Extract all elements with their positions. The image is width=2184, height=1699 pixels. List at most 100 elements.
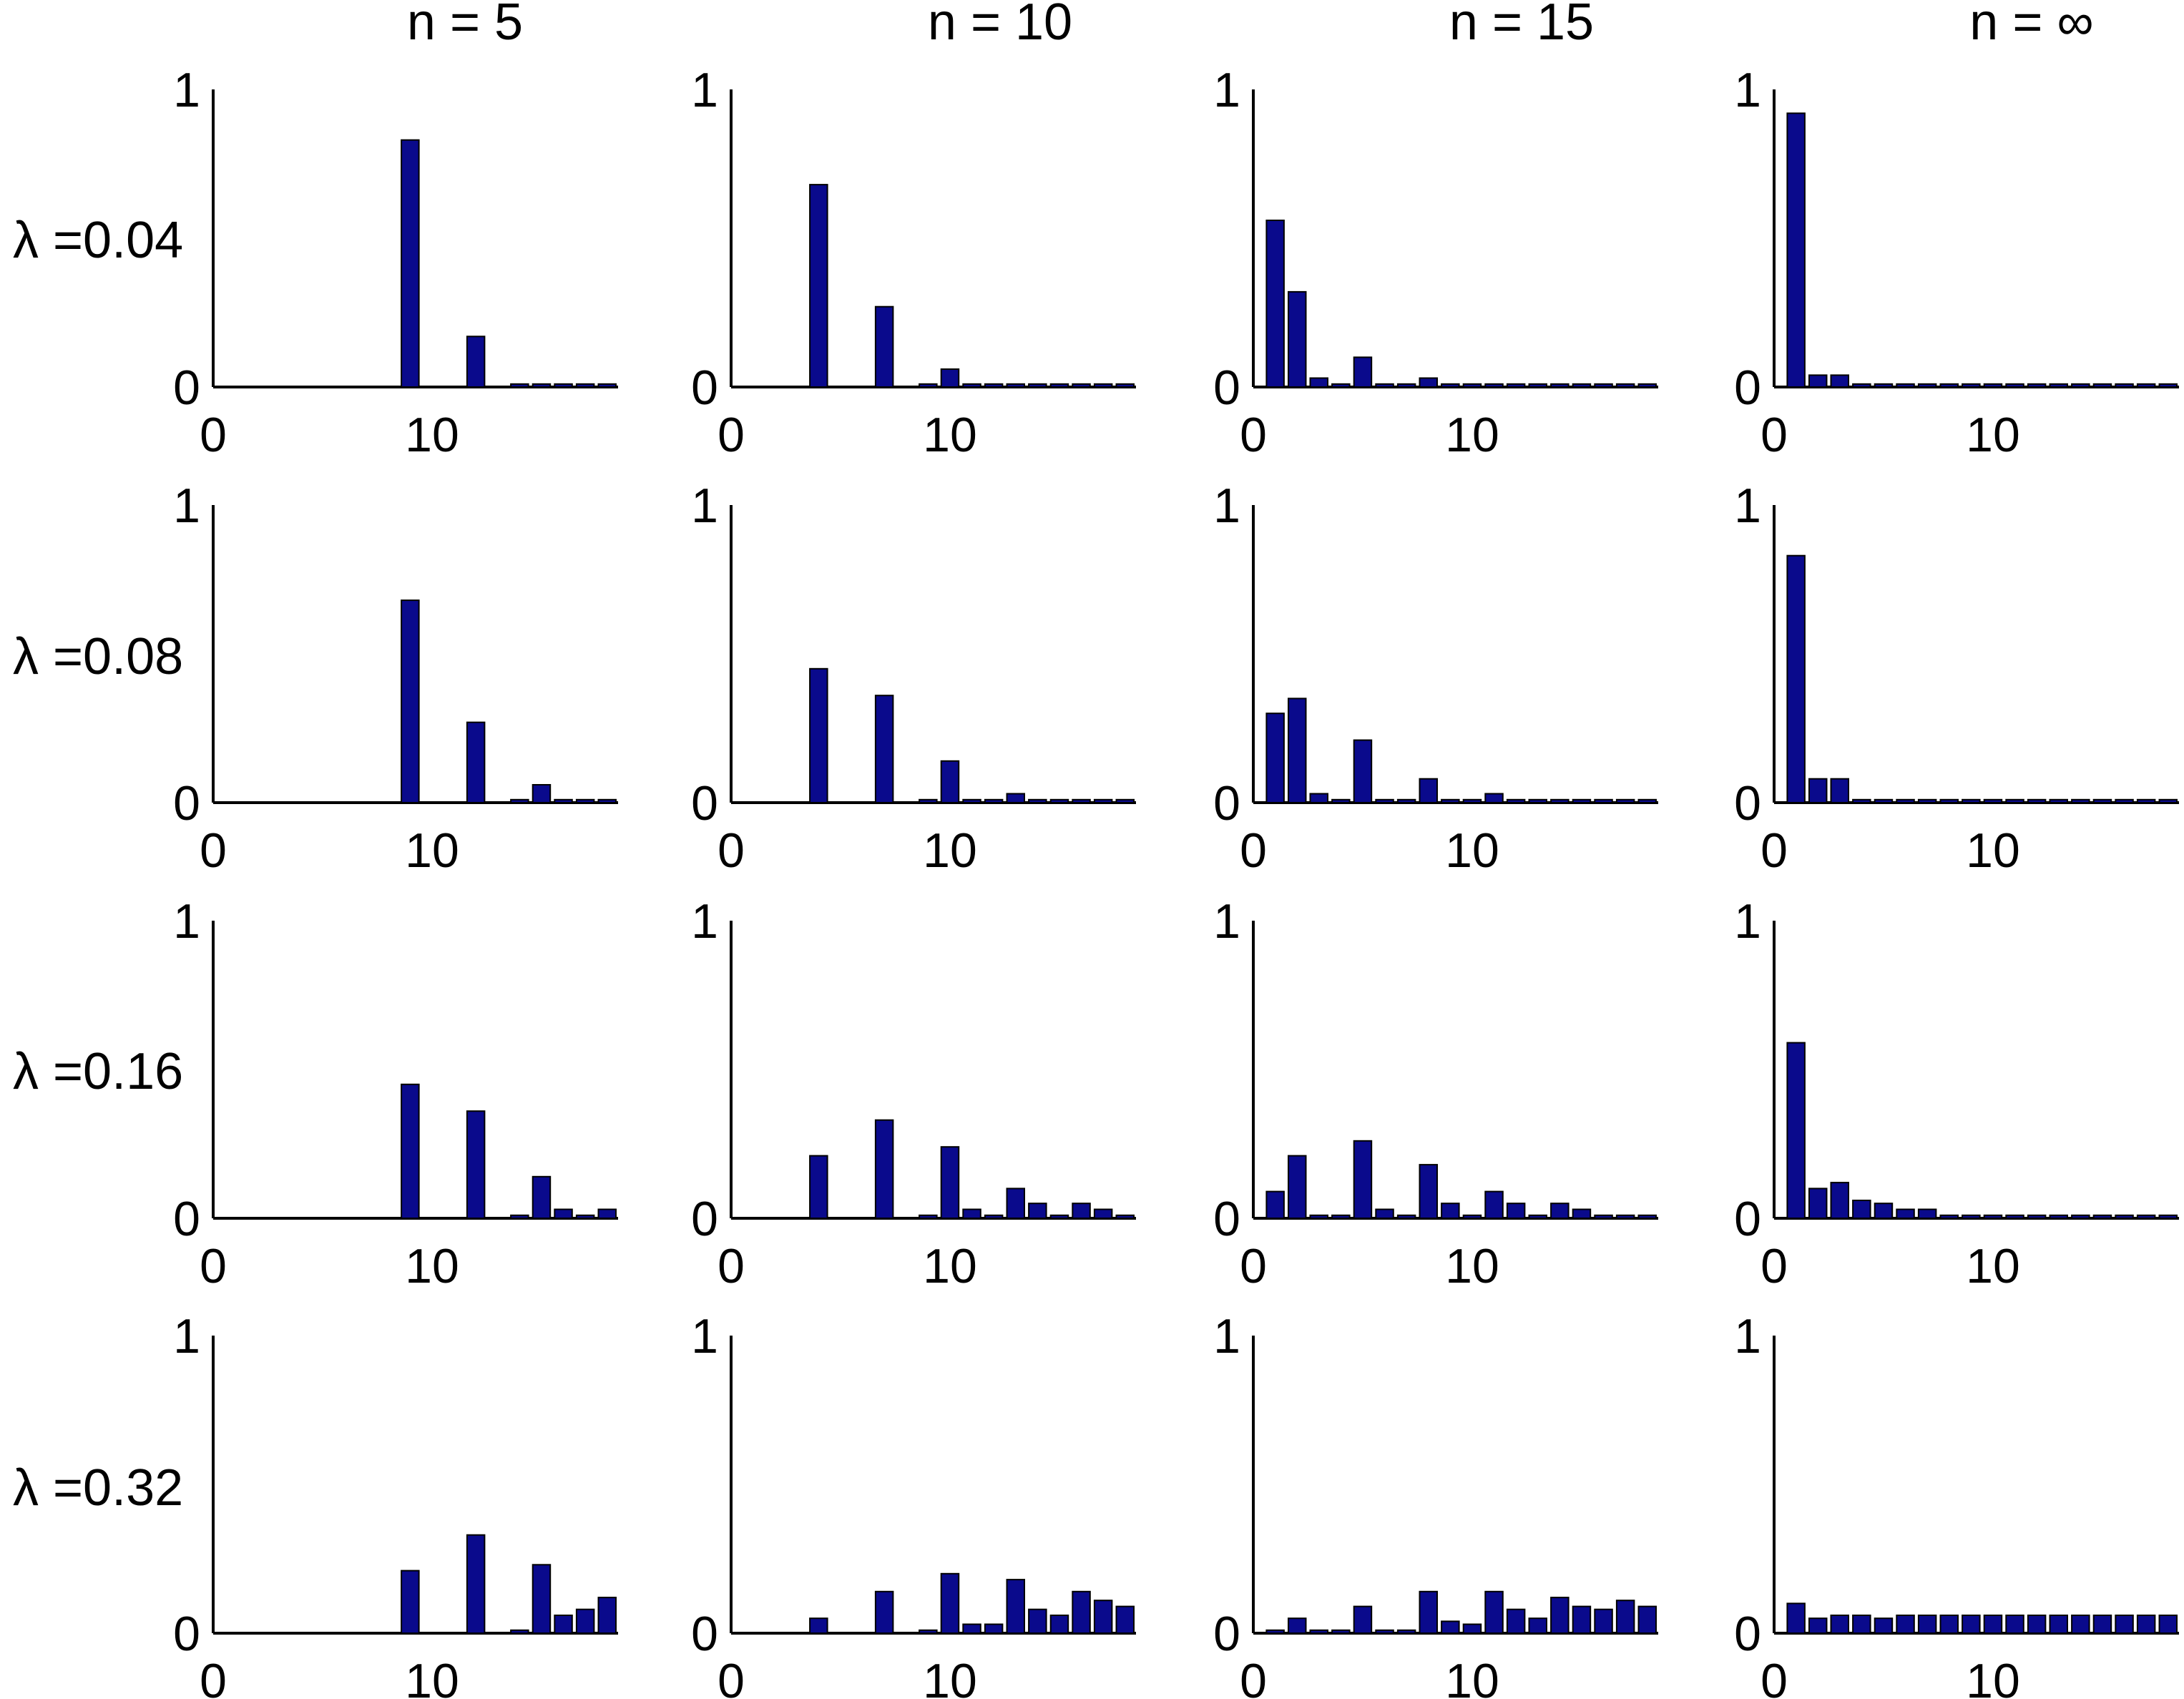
y-tick-label-0-r2c3: 0: [1213, 776, 1240, 831]
x-tick-label-10-r4c1: 10: [405, 1654, 459, 1699]
bar-r2c2-x9: [919, 798, 938, 804]
x-tick-label-0-r2c1: 0: [200, 823, 227, 878]
bar-r4c1-x12: [466, 1534, 486, 1634]
bar-r4c2-x15: [1049, 1615, 1069, 1634]
bar-r2c4-x4: [1852, 798, 1871, 804]
bar-r3c4-x16: [2115, 1214, 2134, 1220]
bar-r2c2-x4: [809, 667, 828, 803]
y-tick-label-0-r4c3: 0: [1213, 1607, 1240, 1661]
bar-r3c2-x16: [1072, 1203, 1091, 1219]
bar-r2c3-x16: [1594, 798, 1613, 804]
bar-r4c3-x3: [1309, 1629, 1328, 1635]
y-tick-label-0-r4c1: 0: [173, 1607, 200, 1661]
bar-r3c4-x2: [1808, 1188, 1828, 1220]
bar-r1c4-x11: [2005, 383, 2024, 388]
y-tick-label-1-r1c4: 1: [1734, 63, 1761, 117]
bar-r2c3-x9: [1441, 798, 1460, 804]
y-tick-label-0-r1c2: 0: [691, 361, 718, 415]
x-tick-label-10-r1c1: 10: [405, 408, 459, 462]
bar-r2c4-x18: [2158, 798, 2178, 804]
y-tick-label-0-r3c3: 0: [1213, 1192, 1240, 1246]
bar-r1c1-x14: [510, 383, 529, 388]
bar-r2c3-x4: [1331, 798, 1351, 804]
bar-r3c4-x17: [2136, 1214, 2156, 1220]
bar-r4c2-x13: [1006, 1579, 1025, 1635]
x-tick-label-0-r1c3: 0: [1240, 408, 1267, 462]
x-tick-label-0-r1c4: 0: [1761, 408, 1788, 462]
bar-r2c3-x6: [1375, 798, 1394, 804]
y-tick-label-1-r2c1: 1: [173, 479, 200, 533]
y-tick-label-1-r4c2: 1: [691, 1309, 718, 1363]
y-tick-label-1-r1c3: 1: [1213, 63, 1240, 117]
x-tick-label-10-r3c4: 10: [1966, 1239, 2020, 1293]
bar-r2c3-x7: [1396, 798, 1416, 804]
bar-r3c4-x11: [2005, 1214, 2024, 1220]
x-tick-label-10-r2c1: 10: [405, 823, 459, 878]
x-tick-label-10-r1c3: 10: [1445, 408, 1499, 462]
bar-r2c4-x9: [1962, 798, 1981, 804]
bar-r1c3-x15: [1572, 383, 1592, 388]
bar-r1c2-x17: [1093, 383, 1113, 388]
bar-r3c2-x10: [940, 1146, 960, 1219]
bar-r2c4-x12: [2027, 798, 2047, 804]
bar-r1c3-x9: [1441, 383, 1460, 388]
bar-r3c2-x18: [1115, 1214, 1135, 1220]
bar-r1c4-x18: [2158, 383, 2178, 388]
y-tick-label-0-r3c4: 0: [1734, 1192, 1761, 1246]
bar-r3c3-x13: [1528, 1214, 1547, 1220]
y-tick-label-0-r2c4: 0: [1734, 776, 1761, 831]
bar-r2c4-x17: [2136, 798, 2156, 804]
bar-r4c4-x15: [2092, 1615, 2112, 1634]
bar-r3c3-x1: [1265, 1190, 1285, 1219]
bar-r2c4-x14: [2071, 798, 2090, 804]
bar-r3c3-x8: [1419, 1164, 1438, 1219]
bar-r2c3-x8: [1419, 778, 1438, 803]
y-tick-label-1-r4c1: 1: [173, 1309, 200, 1363]
y-tick-label-1-r3c4: 1: [1734, 894, 1761, 949]
bar-r2c3-x13: [1528, 798, 1547, 804]
bar-r1c1-x12: [466, 336, 486, 388]
bar-r3c4-x1: [1786, 1042, 1806, 1219]
x-tick-label-10-r2c2: 10: [923, 823, 977, 878]
x-tick-label-0-r4c2: 0: [718, 1654, 745, 1699]
row-label-lambda-0.08: λ =0.08: [13, 628, 184, 685]
bar-r1c4-x2: [1808, 374, 1828, 388]
bar-r2c2-x10: [940, 760, 960, 804]
x-tick-label-10-r3c3: 10: [1445, 1239, 1499, 1293]
y-tick-label-1-r2c4: 1: [1734, 479, 1761, 533]
bar-r4c1-x9: [401, 1570, 420, 1635]
bar-r1c2-x14: [1028, 383, 1047, 388]
bar-r2c4-x8: [1939, 798, 1959, 804]
bar-r3c1-x18: [597, 1208, 617, 1219]
bar-r1c4-x10: [1983, 383, 2003, 388]
bar-r4c3-x7: [1396, 1629, 1416, 1635]
bar-r1c4-x9: [1962, 383, 1981, 388]
bar-r4c3-x2: [1288, 1617, 1307, 1634]
bar-r4c4-x5: [1874, 1617, 1894, 1634]
bar-r1c1-x16: [554, 383, 573, 388]
bar-r1c4-x7: [1917, 383, 1937, 388]
y-tick-label-1-r4c4: 1: [1734, 1309, 1761, 1363]
bar-r3c2-x4: [809, 1155, 828, 1219]
bar-r3c2-x17: [1093, 1208, 1113, 1219]
bar-r1c2-x12: [984, 383, 1004, 388]
bar-r1c2-x16: [1072, 383, 1091, 388]
bar-r4c4-x11: [2005, 1615, 2024, 1634]
x-tick-label-10-r4c2: 10: [923, 1654, 977, 1699]
x-tick-label-0-r2c4: 0: [1761, 823, 1788, 878]
x-tick-label-10-r4c4: 10: [1966, 1654, 2020, 1699]
bar-r1c1-x18: [597, 383, 617, 388]
bar-r2c3-x1: [1265, 713, 1285, 804]
y-tick-label-0-r3c2: 0: [691, 1192, 718, 1246]
bar-r1c3-x17: [1615, 383, 1635, 388]
bar-r4c3-x14: [1550, 1597, 1570, 1635]
row-label-lambda-0.32: λ =0.32: [13, 1459, 184, 1517]
bar-r3c4-x9: [1962, 1214, 1981, 1220]
x-tick-label-0-r1c2: 0: [718, 408, 745, 462]
bar-r3c3-x18: [1637, 1214, 1657, 1220]
bar-r1c3-x6: [1375, 383, 1394, 388]
bar-r2c2-x14: [1028, 798, 1047, 804]
column-title-ninf: n = ∞: [1969, 0, 2094, 51]
